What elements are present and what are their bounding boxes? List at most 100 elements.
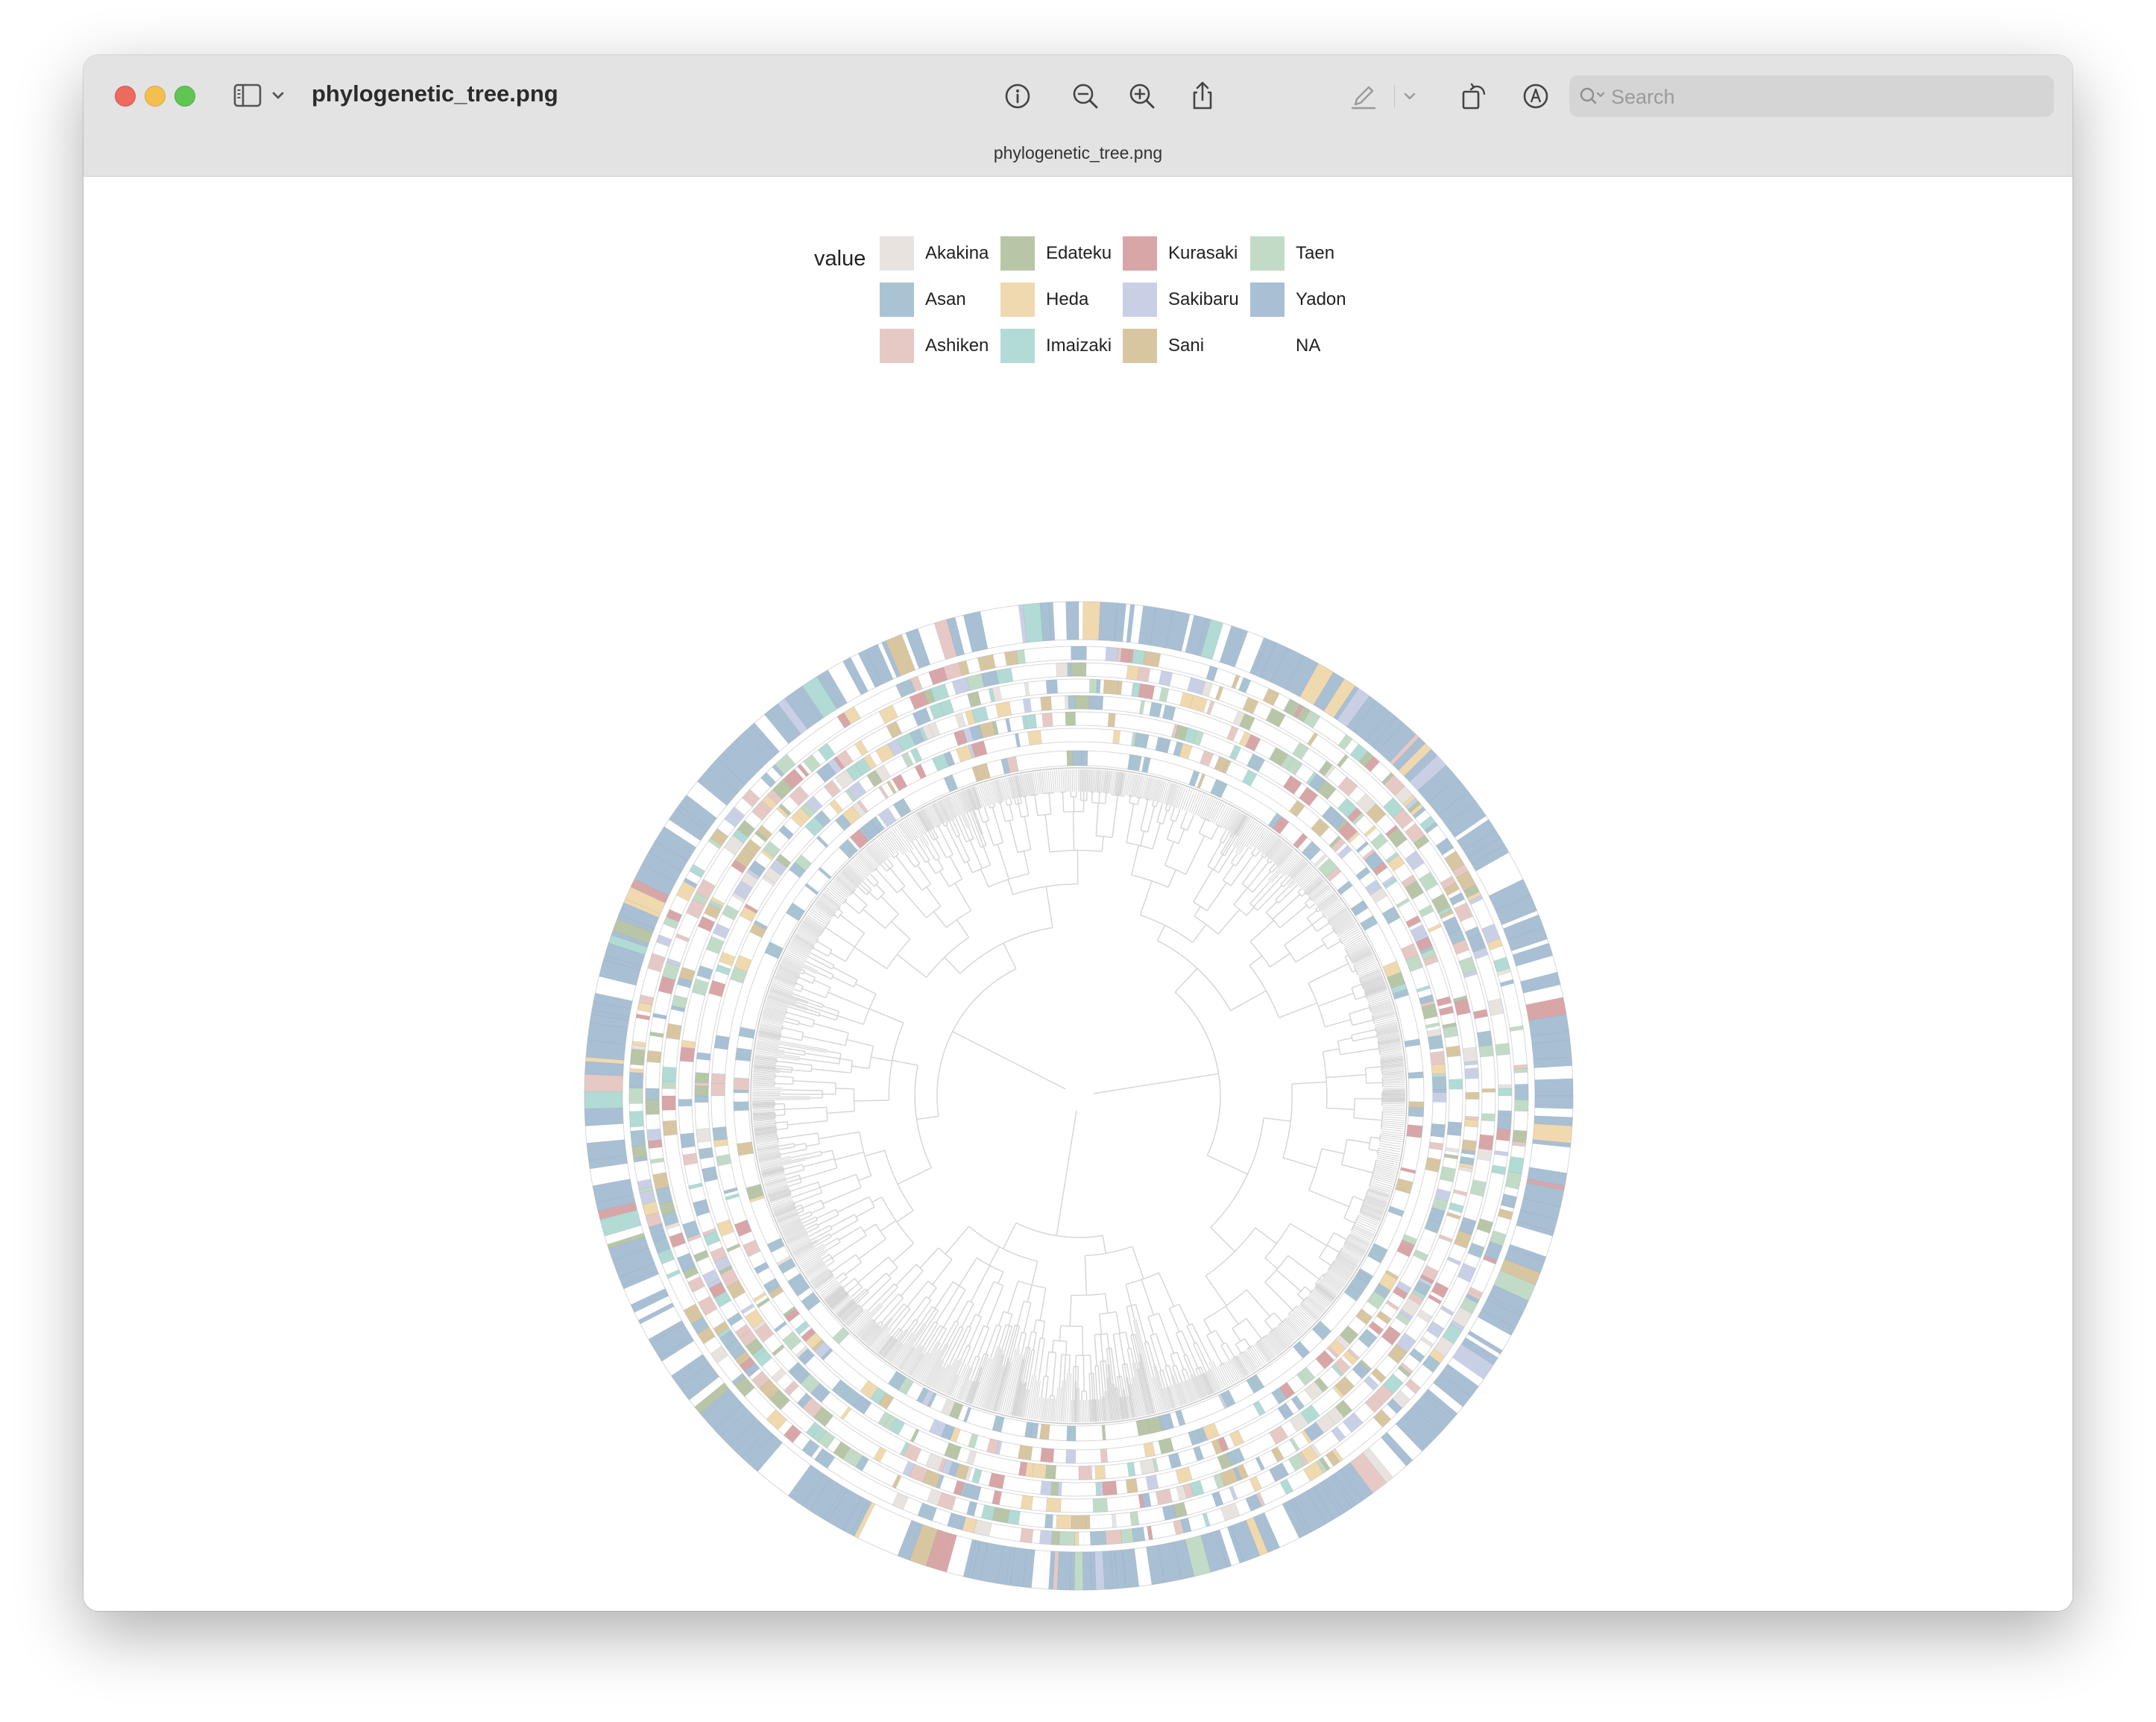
tree-internal-branch	[806, 1143, 820, 1147]
rotate-button[interactable]	[1457, 79, 1491, 113]
heatmap-cell	[1114, 602, 1126, 643]
tree-leaf-branch	[1375, 1164, 1397, 1171]
tree-leaf-branch	[1115, 1387, 1120, 1420]
tree-internal-branch	[1192, 924, 1207, 943]
close-window-button[interactable]	[115, 86, 136, 107]
tree-leaf-branch	[1107, 770, 1111, 793]
heatmap-cell	[754, 920, 768, 930]
tree-internal-branch	[956, 1327, 972, 1360]
tree-leaf-branch	[1327, 907, 1346, 921]
tree-internal-branch	[1290, 1223, 1327, 1246]
tree-internal-branch	[798, 977, 813, 984]
tree-leaf-branch	[1267, 1334, 1282, 1352]
tree-leaf-branch	[1317, 892, 1335, 907]
tree-leaf-branch	[769, 1193, 792, 1202]
tree-leaf-branch	[899, 822, 912, 842]
tree-internal-arc	[989, 806, 995, 809]
zoom-out-button[interactable]	[1068, 79, 1103, 113]
tree-internal-arc	[801, 1164, 805, 1170]
tree-leaf-branch	[1190, 1375, 1201, 1399]
tree-internal-branch	[825, 927, 855, 947]
tree-leaf-branch	[1364, 1202, 1385, 1211]
tree-leaf-branch	[1375, 1159, 1399, 1165]
tree-internal-arc	[1144, 1341, 1149, 1344]
tree-leaf-branch	[970, 787, 979, 810]
tree-leaf-branch	[833, 880, 851, 896]
tree-leaf-branch	[1261, 834, 1276, 854]
tree-internal-branch	[1280, 875, 1290, 885]
tree-leaf-branch	[1253, 828, 1267, 848]
tree-leaf-branch	[1339, 1252, 1359, 1265]
tree-internal-branch	[896, 851, 899, 855]
tree-leaf-branch	[1015, 775, 1021, 798]
tree-internal-branch	[1016, 1301, 1024, 1326]
markup-options-button[interactable]	[1399, 79, 1421, 113]
tree-internal-branch	[792, 1069, 812, 1073]
tree-leaf-branch	[971, 1381, 980, 1404]
tree-internal-branch	[1168, 1365, 1173, 1377]
tree-internal-arc	[776, 1134, 778, 1138]
heatmap-cell	[963, 1407, 972, 1423]
tree-leaf-branch	[1249, 1346, 1264, 1366]
tree-internal-branch	[1098, 792, 1100, 804]
info-button[interactable]	[1000, 79, 1035, 113]
search-field[interactable]	[1569, 75, 2054, 117]
tree-leaf-branch	[762, 1170, 784, 1177]
tree-internal-arc	[1157, 940, 1232, 1012]
tree-leaf-branch	[948, 795, 959, 817]
heatmap-cell	[713, 1035, 730, 1050]
heatmap-cell	[672, 994, 688, 1009]
tree-internal-arc	[1374, 1160, 1377, 1166]
tree-leaf-branch	[857, 855, 874, 872]
tree-leaf-branch	[1303, 1300, 1321, 1316]
tree-leaf-branch	[936, 801, 947, 823]
tree-internal-arc	[939, 1325, 947, 1330]
tree-leaf-branch	[1018, 1381, 1026, 1417]
tree-leaf-branch	[1345, 1242, 1365, 1254]
tree-leaf-branch	[1346, 939, 1367, 951]
markup-button[interactable]	[1519, 79, 1553, 113]
markup-pen-button[interactable]	[1346, 79, 1381, 113]
tree-leaf-branch	[789, 1236, 810, 1247]
tree-internal-branch	[1009, 820, 1018, 853]
tree-internal-branch	[1270, 953, 1290, 968]
tree-leaf-branch	[1008, 777, 1014, 799]
heatmap-cell	[1430, 1050, 1446, 1065]
tree-leaf-branch	[753, 1067, 776, 1070]
tree-leaf-branch	[1332, 1262, 1352, 1275]
heatmap-cell	[1023, 698, 1032, 713]
minimize-window-button[interactable]	[145, 86, 166, 107]
tree-leaf-branch	[1381, 1058, 1404, 1062]
tree-internal-branch	[1296, 1305, 1298, 1308]
tree-internal-arc	[801, 1032, 804, 1041]
tree-leaf-branch	[836, 877, 854, 892]
tree-leaf-branch	[753, 1117, 776, 1120]
tree-leaf-branch	[752, 1075, 775, 1078]
tree-leaf-branch	[1097, 1399, 1100, 1422]
tree-leaf-branch	[1209, 801, 1220, 822]
tree-leaf-branch	[1340, 930, 1361, 943]
tree-leaf-branch	[782, 1223, 804, 1234]
search-input[interactable]	[1610, 80, 2045, 114]
tree-internal-branch	[1301, 892, 1306, 898]
tree-internal-branch	[1183, 1355, 1192, 1375]
sidebar-toggle-button[interactable]	[233, 82, 292, 110]
tree-leaf-branch	[777, 969, 798, 980]
tree-leaf-branch	[1369, 1001, 1392, 1009]
tree-leaf-branch	[918, 810, 930, 831]
share-button[interactable]	[1185, 79, 1220, 113]
tree-internal-branch	[1185, 835, 1205, 875]
tree-leaf-branch	[804, 1261, 825, 1275]
tree-internal-branch	[913, 1306, 933, 1334]
tree-internal-branch	[875, 884, 885, 894]
tree-leaf-branch	[757, 1147, 780, 1152]
zoom-in-button[interactable]	[1125, 79, 1159, 113]
heatmap-cell	[1111, 1513, 1117, 1528]
tree-leaf-branch	[769, 989, 809, 1003]
tree-internal-branch	[1321, 930, 1335, 940]
tree-leaf-branch	[1337, 1254, 1358, 1267]
maximize-window-button[interactable]	[174, 86, 195, 107]
tree-leaf-branch	[1103, 1396, 1107, 1422]
tree-leaf-branch	[757, 1034, 781, 1040]
heatmap-cell	[1189, 695, 1208, 713]
